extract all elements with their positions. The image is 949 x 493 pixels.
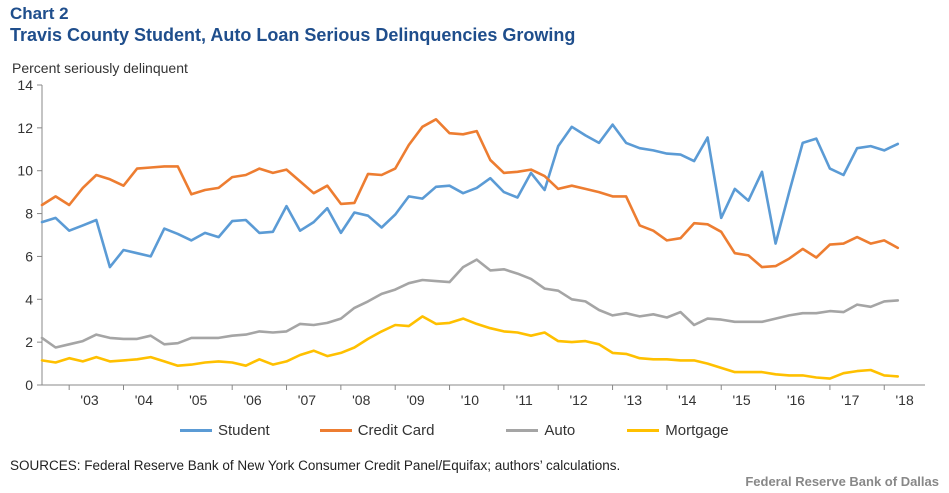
legend-label: Student [218, 422, 270, 439]
x-tick-label: '17 [841, 392, 859, 408]
legend-item-mortgage: Mortgage [627, 422, 729, 439]
y-tick-label: 0 [25, 377, 33, 393]
legend-label: Mortgage [665, 422, 729, 439]
x-tick-label: '15 [732, 392, 750, 408]
chart-title: Travis County Student, Auto Loan Serious… [10, 25, 576, 45]
credit-line: Federal Reserve Bank of Dallas [745, 474, 939, 489]
legend-label: Credit Card [357, 422, 435, 439]
chart-legend: Student Credit Card Auto Mortgage [180, 422, 729, 439]
legend-swatch [506, 429, 539, 432]
legend-label: Auto [544, 422, 576, 439]
y-tick-label: 8 [25, 206, 33, 222]
y-tick-label: 4 [25, 291, 33, 307]
x-tick-label: '12 [569, 392, 587, 408]
x-tick-label: '05 [189, 392, 207, 408]
legend-swatch [180, 429, 212, 432]
legend-item-auto: Auto [506, 422, 575, 439]
y-tick-label: 14 [17, 77, 33, 93]
series-line-auto [40, 258, 900, 349]
series-line-mortgage [40, 315, 900, 380]
y-tick-label: 10 [17, 163, 33, 179]
legend-swatch [319, 429, 352, 432]
x-tick-label: '04 [135, 392, 153, 408]
y-tick-label: 2 [25, 334, 33, 350]
source-note: SOURCES: Federal Reserve Bank of New Yor… [10, 458, 621, 473]
chart-label: Chart 2 [10, 4, 69, 23]
line-chart: 0 2 4 6 8 10 12 14 '03 '04 '05 '06 '07 '08 '09 '10 '11 '1… [17, 77, 925, 408]
series-line-credit-card [40, 118, 900, 269]
x-tick-label: '13 [624, 392, 642, 408]
y-axis-label: Percent seriously delinquent [12, 60, 188, 76]
legend-item-credit-card: Credit Card [319, 422, 435, 439]
y-tick-label: 6 [25, 248, 33, 264]
x-tick-label: '03 [80, 392, 98, 408]
x-tick-label: '14 [678, 392, 696, 408]
x-tick-label: '10 [461, 392, 479, 408]
x-tick-label: '06 [243, 392, 261, 408]
legend-swatch [627, 429, 660, 432]
x-tick-label: '08 [352, 392, 370, 408]
y-tick-label: 12 [17, 120, 33, 136]
legend-item-student: Student [180, 422, 270, 439]
x-tick-label: '18 [895, 392, 913, 408]
x-tick-label: '11 [516, 392, 533, 408]
x-tick-label: '09 [406, 392, 424, 408]
x-tick-label: '07 [298, 392, 316, 408]
x-tick-label: '16 [787, 392, 805, 408]
series-line-student [40, 123, 900, 269]
